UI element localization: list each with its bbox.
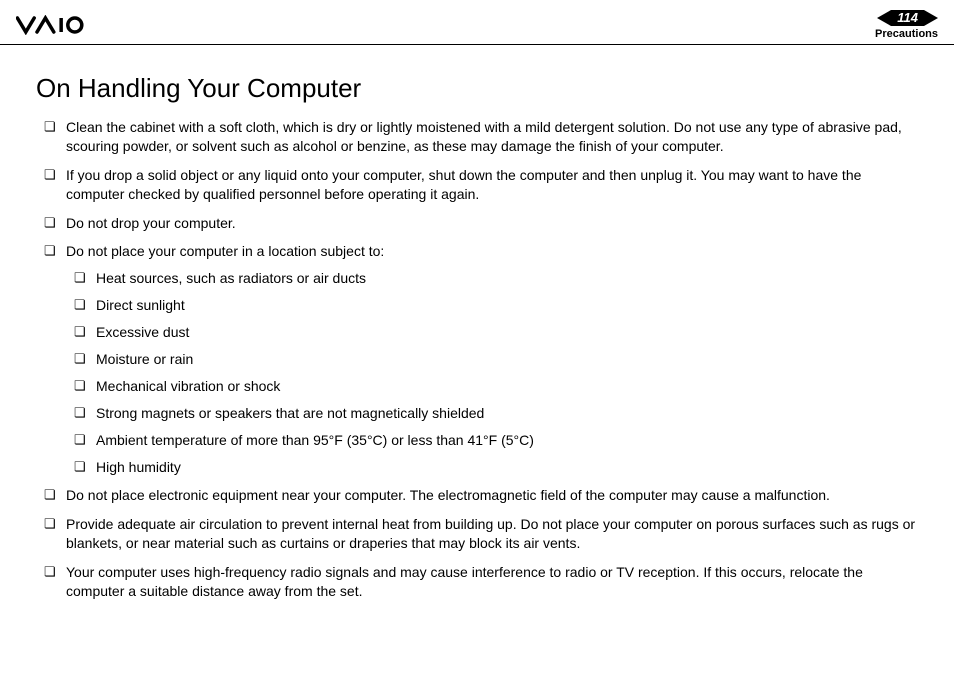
page-navigation: 114 — [877, 10, 938, 26]
list-item-text: If you drop a solid object or any liquid… — [66, 167, 861, 202]
next-page-arrow[interactable] — [924, 10, 938, 26]
header-nav: 114 Precautions — [875, 10, 938, 40]
list-item-text: Provide adequate air circulation to prev… — [66, 516, 915, 551]
sub-list-item: Moisture or rain — [66, 350, 918, 369]
prev-page-arrow[interactable] — [877, 10, 891, 26]
page-title: On Handling Your Computer — [36, 73, 918, 104]
list-item-text: Clean the cabinet with a soft cloth, whi… — [66, 119, 902, 154]
page-header: 114 Precautions — [0, 0, 954, 45]
vaio-logo — [16, 15, 114, 35]
sub-list-item: Ambient temperature of more than 95°F (3… — [66, 431, 918, 450]
sub-list-item: High humidity — [66, 458, 918, 477]
page-number: 114 — [891, 10, 924, 26]
precautions-list: Clean the cabinet with a soft cloth, whi… — [36, 118, 918, 601]
list-item: Do not drop your computer. — [36, 214, 918, 233]
section-label: Precautions — [875, 28, 938, 40]
page-content: On Handling Your Computer Clean the cabi… — [0, 45, 954, 601]
list-item-text: Do not place your computer in a location… — [66, 243, 384, 259]
list-item: Do not place electronic equipment near y… — [36, 486, 918, 505]
list-item: Clean the cabinet with a soft cloth, whi… — [36, 118, 918, 156]
list-item-text: Do not drop your computer. — [66, 215, 236, 231]
list-item: Do not place your computer in a location… — [36, 242, 918, 476]
sub-list: Heat sources, such as radiators or air d… — [66, 269, 918, 476]
sub-list-item: Heat sources, such as radiators or air d… — [66, 269, 918, 288]
sub-list-item: Direct sunlight — [66, 296, 918, 315]
list-item: Your computer uses high-frequency radio … — [36, 563, 918, 601]
list-item-text: Your computer uses high-frequency radio … — [66, 564, 863, 599]
sub-list-item: Excessive dust — [66, 323, 918, 342]
sub-list-item: Strong magnets or speakers that are not … — [66, 404, 918, 423]
sub-list-item: Mechanical vibration or shock — [66, 377, 918, 396]
list-item: Provide adequate air circulation to prev… — [36, 515, 918, 553]
list-item: If you drop a solid object or any liquid… — [36, 166, 918, 204]
list-item-text: Do not place electronic equipment near y… — [66, 487, 830, 503]
